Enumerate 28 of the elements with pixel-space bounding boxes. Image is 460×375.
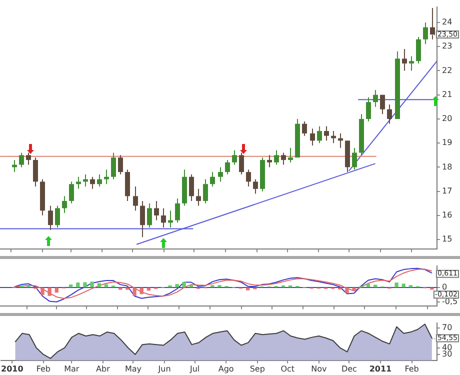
x-tick-label: Nov (311, 364, 327, 374)
y-tick-label: 22 (442, 66, 452, 75)
y-tick-label: 23 (442, 42, 452, 51)
y-tick-label: 20 (442, 114, 452, 124)
y-tick-label: 16 (442, 210, 452, 220)
y-tick-label: 15 (442, 234, 452, 244)
y-tick-label: 21 (442, 90, 452, 99)
x-tick-label: Jul (188, 364, 200, 374)
x-tick-label: Ago (218, 364, 234, 374)
x-tick-label: 2010 (1, 364, 24, 374)
x-tick-label: Feb (36, 364, 51, 374)
x-tick-label: Abr (96, 364, 111, 374)
x-tick-label: Sep (250, 364, 265, 374)
y-tick-label: 40 (442, 342, 452, 352)
y-tick-label: 19 (442, 138, 452, 148)
x-tick-label: Dec (341, 364, 357, 374)
y-tick-label: 30 (442, 350, 452, 359)
x-tick-label: Mar (64, 364, 80, 374)
y-tick-label: 0 (442, 282, 448, 292)
x-tick-label: May (124, 364, 142, 374)
x-tick-label: Jun (157, 364, 171, 374)
x-tick-label: Feb (404, 364, 419, 374)
x-tick-label: Oct (280, 364, 295, 374)
y-tick-label: 18 (442, 162, 452, 172)
y-tick-label: 17 (442, 186, 452, 196)
y-tick-label: 24 (442, 18, 452, 27)
x-tick-label: 2011 (369, 364, 392, 374)
y-tick-label: 70 (442, 323, 452, 332)
